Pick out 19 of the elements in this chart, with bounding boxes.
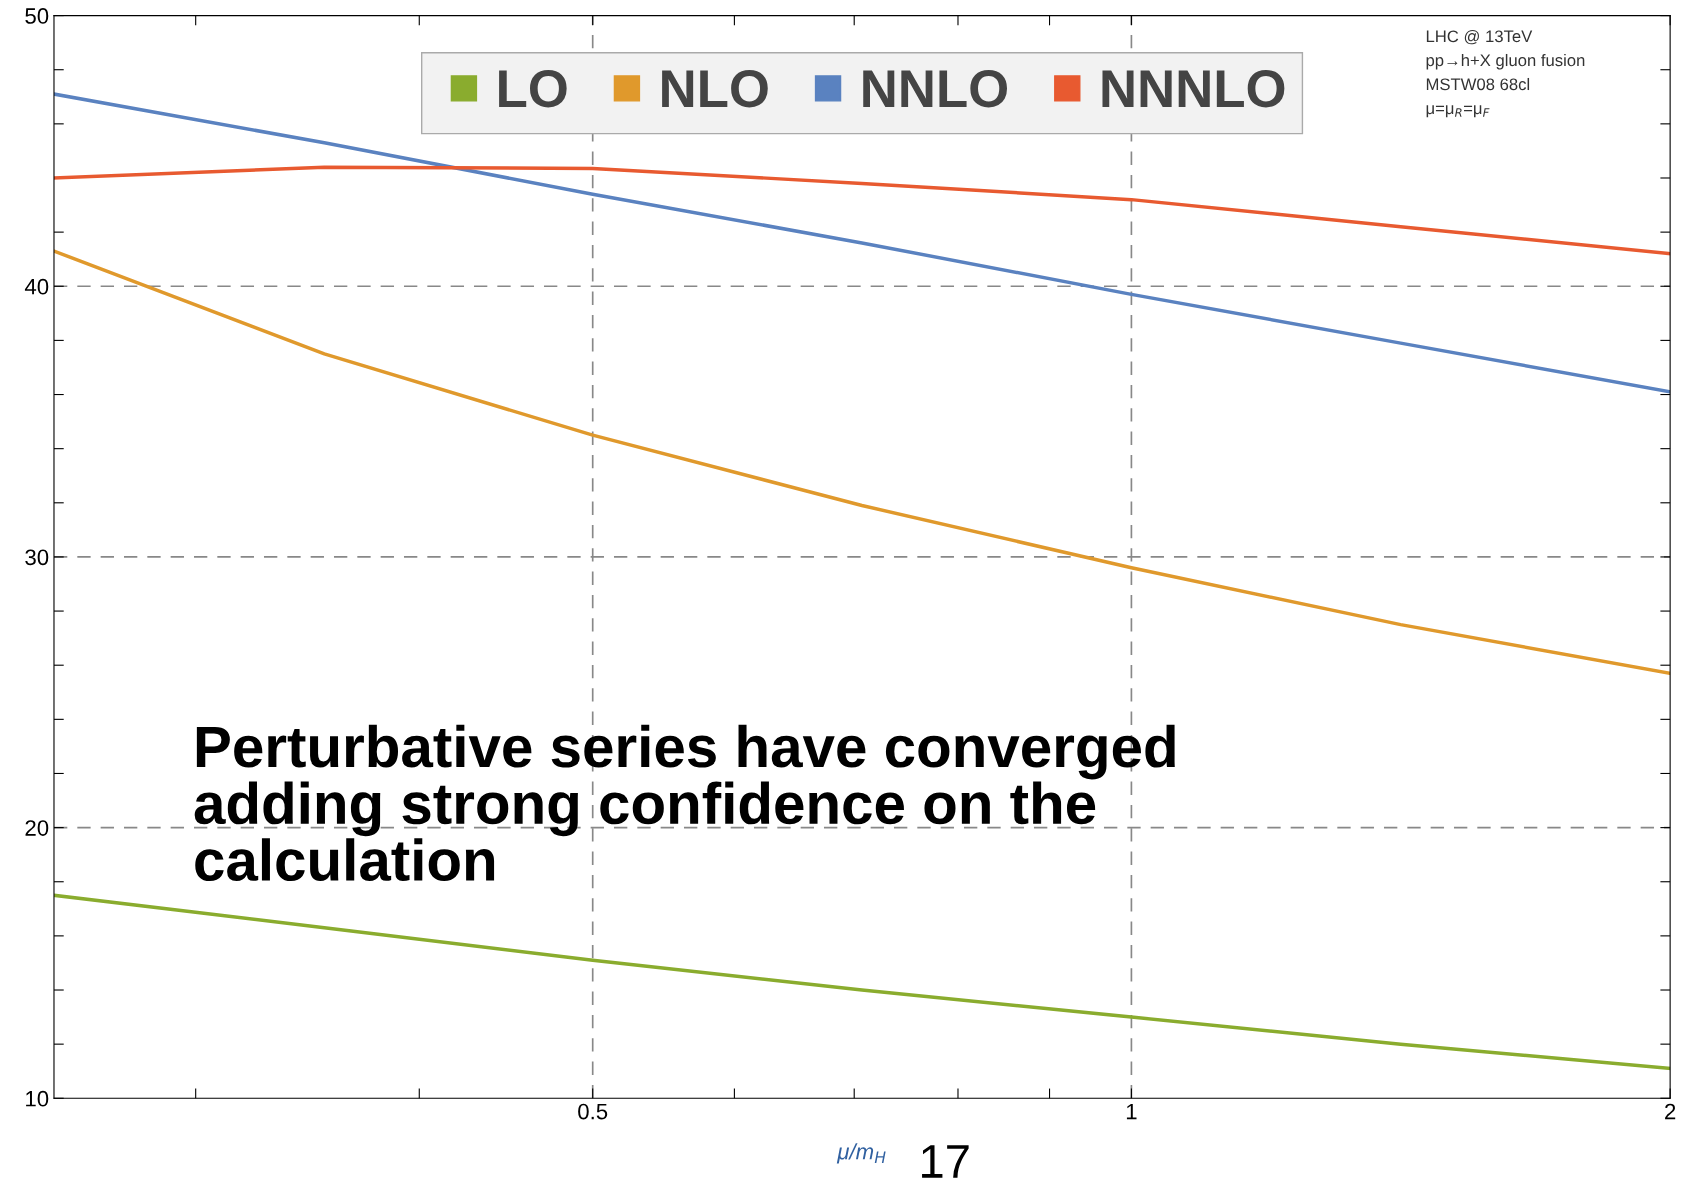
annotation: LHC @ 13TeV pp→h+X gluon fusion MSTW08 68cl μ=μ$_{R}$=μ$_{F}$: [1426, 29, 1585, 118]
y-tick-label: 40: [24, 278, 49, 295]
y-tick-label: 50: [25, 8, 49, 24]
legend-label: NNLO: [863, 70, 1008, 108]
legend-label: NLO: [662, 70, 768, 108]
y-tick-label: 30: [25, 549, 49, 566]
text: 17: [922, 1145, 969, 1178]
legend-label: LO: [499, 70, 567, 108]
line-series: [53, 893, 1671, 1071]
y-tick-label: 10: [26, 1090, 49, 1107]
line-series: [53, 249, 1671, 676]
legend-label: NNNLO: [1102, 70, 1285, 108]
x-tick-label: 0.5: [578, 1103, 608, 1120]
x-tick-label: 1: [1126, 1103, 1137, 1120]
annotation: Perturbative series have converged adding strong confidence on the calculation: [194, 724, 1175, 882]
x-axis-title: μ/m$_{H}$: [836, 1143, 886, 1164]
x-tick-label: 2: [1665, 1103, 1676, 1120]
line-series: [53, 165, 1671, 256]
y-tick-label: 20: [25, 820, 49, 836]
